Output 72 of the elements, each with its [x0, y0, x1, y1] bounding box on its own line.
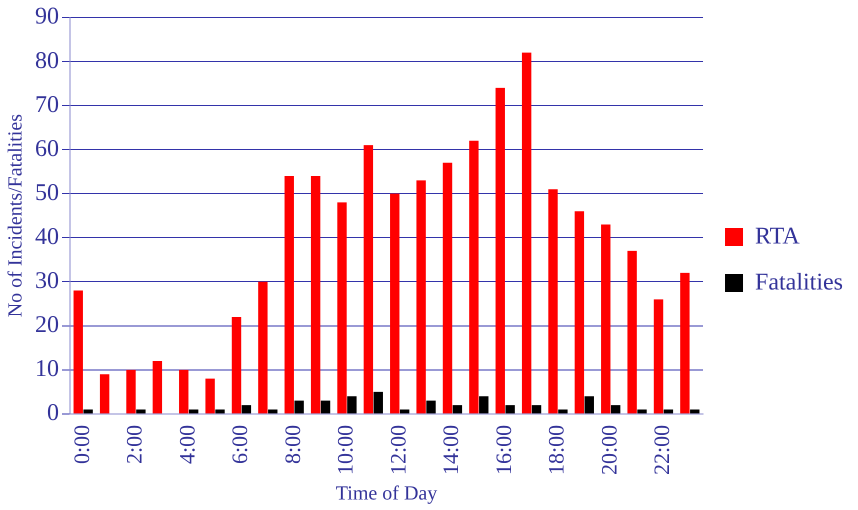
bar: [469, 140, 479, 414]
x-tick-label: 8:00: [280, 424, 305, 464]
y-tick-label: 80: [35, 48, 59, 74]
x-tick-label: 12:00: [385, 424, 410, 476]
bar: [100, 374, 110, 414]
y-tick-label: 20: [35, 312, 59, 338]
bar: [188, 409, 198, 414]
bar: [347, 396, 357, 414]
bar: [558, 409, 568, 414]
bar: [452, 405, 462, 414]
y-tick-label: 40: [35, 224, 59, 250]
legend-label: RTA: [755, 223, 800, 250]
bar: [136, 409, 146, 414]
bar: [215, 409, 225, 414]
bar: [400, 409, 410, 414]
bar: [627, 250, 637, 414]
bar: [574, 211, 584, 414]
bar: [505, 405, 515, 414]
bar: [426, 400, 436, 414]
x-axis-title: Time of Day: [336, 482, 438, 504]
bar: [442, 162, 452, 414]
legend-label: Fatalities: [755, 269, 843, 296]
bar: [664, 409, 674, 414]
x-tick-label: 10:00: [332, 424, 358, 476]
y-tick-label: 70: [35, 92, 59, 118]
bar: [320, 400, 330, 414]
bar: [268, 409, 278, 414]
bar: [680, 272, 690, 414]
bar: [364, 145, 374, 414]
bar: [416, 180, 426, 414]
bar: [610, 405, 620, 414]
bar: [374, 392, 383, 414]
bar: [232, 316, 242, 414]
bar: [337, 202, 347, 414]
bar: [637, 409, 647, 414]
bar: [205, 378, 215, 414]
bar: [179, 370, 188, 414]
bar: [601, 224, 610, 414]
y-tick-label: 30: [35, 268, 59, 294]
y-axis-title: No of Incidents/Fatalities: [4, 114, 26, 318]
bar: [126, 370, 136, 414]
x-tick-label: 4:00: [174, 424, 200, 464]
bar: [284, 176, 294, 414]
bar: [390, 194, 400, 414]
bar: [83, 409, 93, 414]
y-tick-label: 0: [47, 400, 59, 426]
bar: [522, 52, 532, 414]
bar: [74, 290, 83, 414]
bar: [690, 409, 700, 414]
x-tick-label: 16:00: [490, 424, 516, 476]
bar: [584, 396, 594, 414]
y-tick-label: 50: [35, 180, 59, 206]
y-tick-label: 90: [35, 4, 59, 30]
y-tick-label: 60: [35, 136, 59, 162]
x-tick-label: 20:00: [596, 424, 622, 476]
x-tick-label: 6:00: [227, 424, 252, 464]
bar: [654, 299, 664, 414]
bar: [548, 189, 558, 414]
x-tick-label: 22:00: [649, 424, 674, 476]
x-tick-label: 18:00: [544, 424, 569, 476]
bar: [294, 400, 304, 414]
bar: [242, 405, 252, 414]
bar: [310, 176, 320, 414]
x-tick-label: 14:00: [438, 424, 464, 476]
bar: [152, 361, 162, 414]
bar: [479, 396, 488, 414]
x-tick-label: 0:00: [68, 424, 94, 464]
x-tick-label: 2:00: [122, 424, 147, 464]
bar: [258, 282, 268, 414]
bar: [496, 88, 505, 414]
y-tick-label: 10: [35, 356, 59, 382]
bar: [532, 405, 542, 414]
